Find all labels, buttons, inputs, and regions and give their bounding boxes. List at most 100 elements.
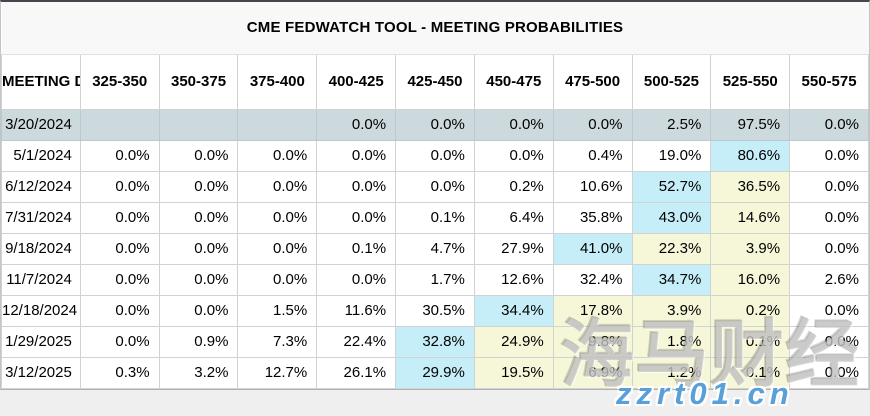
probability-cell: 0.0% <box>237 201 318 234</box>
probability-cell: 0.0% <box>552 108 633 141</box>
probability-cell: 0.0% <box>237 263 318 296</box>
probability-cell: 0.0% <box>316 263 397 296</box>
probability-cell: 41.0% <box>552 232 633 265</box>
probability-cell <box>79 108 160 141</box>
meeting-date-cell: 3/12/2025 <box>1 356 81 389</box>
column-header-rate-range: 400-425 <box>316 53 397 110</box>
probability-cell: 0.0% <box>158 170 239 203</box>
probability-cell: 24.9% <box>473 325 554 358</box>
probability-cell: 0.0% <box>316 108 397 141</box>
column-header-row: MEETING DATE325-350350-375375-400400-425… <box>1 53 869 110</box>
probability-cell: 0.0% <box>79 170 160 203</box>
probability-cell: 0.1% <box>710 356 791 389</box>
probability-cell: 0.0% <box>395 170 475 203</box>
probability-cell: 0.0% <box>473 108 554 141</box>
probability-cell: 0.9% <box>158 325 239 358</box>
probability-cell: 1.5% <box>237 294 318 327</box>
meeting-row: 7/31/2024 0.0% 0.0% 0.0% 0.0% 0.1% 6.4% 35.8% 43… <box>1 201 869 234</box>
probability-cell: 6.9% <box>552 356 633 389</box>
probability-cell: 0.0% <box>789 356 869 389</box>
meeting-date-cell: 12/18/2024 <box>1 294 81 327</box>
probability-cell: 0.0% <box>158 201 239 234</box>
probability-cell: 0.0% <box>789 232 869 265</box>
probability-cell: 22.4% <box>316 325 397 358</box>
probability-cell: 10.6% <box>552 170 633 203</box>
probability-cell: 7.3% <box>237 325 318 358</box>
probability-cell: 0.0% <box>79 263 160 296</box>
probability-cell: 36.5% <box>710 170 791 203</box>
probability-cell: 0.0% <box>789 170 869 203</box>
table-body: 3/20/2024 0.0% 0.0% 0.0% 0.0% 2.5% 97.5% 0.0% 5/… <box>1 108 869 389</box>
probability-cell: 14.6% <box>710 201 791 234</box>
probability-cell: 0.0% <box>789 139 869 172</box>
probability-cell: 0.0% <box>79 232 160 265</box>
meeting-date-cell: 3/20/2024 <box>1 108 81 141</box>
column-header-rate-range: 375-400 <box>237 53 318 110</box>
probability-cell: 22.3% <box>631 232 712 265</box>
probability-cell: 0.0% <box>789 201 869 234</box>
column-header-rate-range: 525-550 <box>710 53 791 110</box>
column-header-rate-range: 350-375 <box>158 53 239 110</box>
meeting-row: 6/12/2024 0.0% 0.0% 0.0% 0.0% 0.0% 0.2% 10.6% 52… <box>1 170 869 203</box>
probability-cell: 0.0% <box>79 325 160 358</box>
probability-cell: 27.9% <box>473 232 554 265</box>
fedwatch-table-container: CME FEDWATCH TOOL - MEETING PROBABILITIE… <box>0 0 870 390</box>
meeting-date-cell: 9/18/2024 <box>1 232 81 265</box>
probability-cell: 0.1% <box>710 325 791 358</box>
probability-cell: 0.0% <box>395 108 475 141</box>
probability-cell: 0.1% <box>316 232 397 265</box>
probability-cell: 32.8% <box>395 325 475 358</box>
meeting-date-cell: 1/29/2025 <box>1 325 81 358</box>
column-header-rate-range: 425-450 <box>395 53 475 110</box>
probability-cell: 1.7% <box>395 263 475 296</box>
column-header-rate-range: 500-525 <box>631 53 712 110</box>
meeting-row: 1/29/2025 0.0% 0.9% 7.3% 22.4% 32.8% 24.9% 9.8%… <box>1 325 869 358</box>
probability-cell: 0.1% <box>395 201 475 234</box>
probability-cell: 0.0% <box>158 139 239 172</box>
probability-cell: 52.7% <box>631 170 712 203</box>
probability-cell: 0.0% <box>789 108 869 141</box>
column-header-rate-range: 550-575 <box>789 53 869 110</box>
probability-cell: 32.4% <box>552 263 633 296</box>
probability-cell: 0.3% <box>79 356 160 389</box>
probability-cell: 19.5% <box>473 356 554 389</box>
probability-cell: 2.5% <box>631 108 712 141</box>
meeting-row: 3/20/2024 0.0% 0.0% 0.0% 0.0% 2.5% 97.5% 0.0% <box>1 108 869 141</box>
probability-cell: 4.7% <box>395 232 475 265</box>
probability-cell: 0.0% <box>158 294 239 327</box>
probability-cell: 0.0% <box>158 232 239 265</box>
meeting-row: 3/12/2025 0.3% 3.2% 12.7% 26.1% 29.9% 19.5% 6.9… <box>1 356 869 389</box>
probability-cell: 0.0% <box>395 139 475 172</box>
probability-cell: 0.0% <box>316 139 397 172</box>
probability-cell: 0.0% <box>158 263 239 296</box>
probability-cell: 0.0% <box>79 294 160 327</box>
column-header-meeting-date: MEETING DATE <box>1 53 81 110</box>
probability-cell: 3.9% <box>710 232 791 265</box>
probability-cell: 0.0% <box>316 201 397 234</box>
meeting-row: 11/7/2024 0.0% 0.0% 0.0% 0.0% 1.7% 12.6% 32.4% 3… <box>1 263 869 296</box>
probability-cell: 35.8% <box>552 201 633 234</box>
probability-cell: 26.1% <box>316 356 397 389</box>
probability-cell: 0.0% <box>79 201 160 234</box>
probability-cell: 97.5% <box>710 108 791 141</box>
probability-cell: 0.2% <box>710 294 791 327</box>
probability-cell: 19.0% <box>631 139 712 172</box>
table-title: CME FEDWATCH TOOL - MEETING PROBABILITIE… <box>1 2 869 55</box>
probability-cell: 0.4% <box>552 139 633 172</box>
probability-cell: 29.9% <box>395 356 475 389</box>
probability-cell <box>158 108 239 141</box>
probability-cell: 0.2% <box>473 170 554 203</box>
probability-cell: 0.0% <box>237 170 318 203</box>
probability-cell: 12.7% <box>237 356 318 389</box>
meeting-date-cell: 7/31/2024 <box>1 201 81 234</box>
column-header-rate-range: 325-350 <box>79 53 160 110</box>
column-header-rate-range: 450-475 <box>473 53 554 110</box>
meeting-probabilities-table: CME FEDWATCH TOOL - MEETING PROBABILITIE… <box>1 2 869 389</box>
probability-cell: 16.0% <box>710 263 791 296</box>
probability-cell: 43.0% <box>631 201 712 234</box>
probability-cell: 34.4% <box>473 294 554 327</box>
meeting-date-cell: 11/7/2024 <box>1 263 81 296</box>
probability-cell: 30.5% <box>395 294 475 327</box>
probability-cell <box>237 108 318 141</box>
